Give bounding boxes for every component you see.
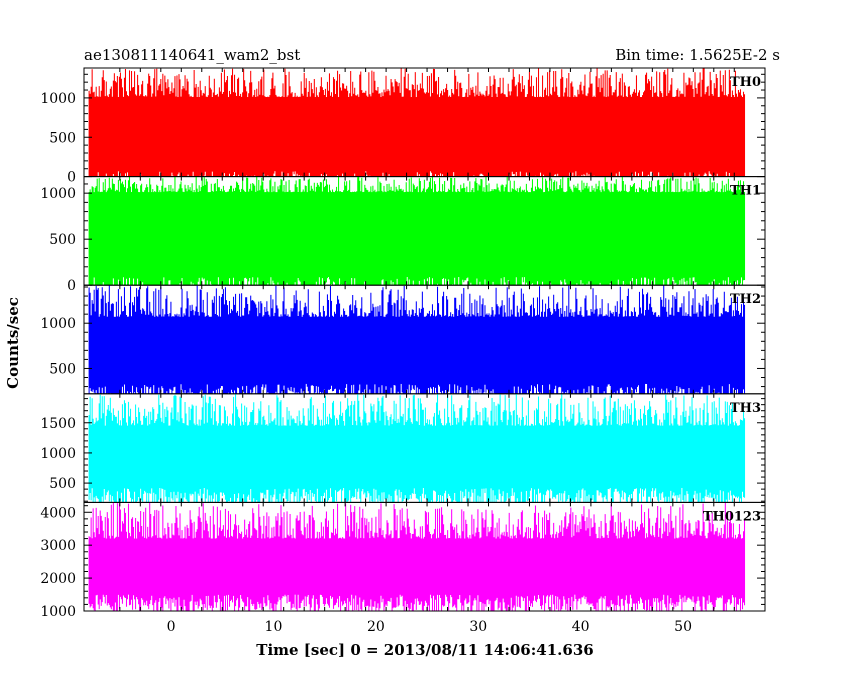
y-tick-label: 500 [49,361,76,377]
panel-th0: 0 500 1000 TH0 [40,67,766,186]
x-tick-label: 40 [572,619,590,635]
bin-time-label: Bin time: 1.5625E-2 s [615,46,780,64]
y-tick-label: 0 [67,278,76,294]
x-axis-label: Time [sec] 0 = 2013/08/11 14:06:41.636 [256,641,593,659]
x-tick-label: 0 [167,619,176,635]
x-tick-label: 20 [367,619,385,635]
x-tick-label: 10 [265,619,283,635]
series-label-th2: TH2 [730,292,761,307]
y-tick-label: 500 [49,476,76,492]
panel-th0123: 1000 2000 3000 4000 TH0123 [40,501,766,620]
trace-th3 [88,393,746,503]
series-label-th0123: TH0123 [703,509,761,524]
panel-frame [83,501,766,612]
y-tick-label: 1000 [40,91,76,107]
y-tick-label: 3000 [40,538,76,554]
y-tick-label: 1000 [40,186,76,202]
trace-th1 [88,176,746,286]
x-tick-labels: 0 10 20 30 40 50 [167,619,692,635]
x-tick-label: 50 [674,619,692,635]
y-tick-label: 4000 [40,505,76,521]
series-label-th1: TH1 [730,184,761,199]
y-tick-label: 500 [49,232,76,248]
y-tick-label: 500 [49,130,76,146]
y-tick-label: 1500 [40,416,76,432]
y-tick-label: 2000 [40,571,76,587]
panel-th1: 0 500 1000 TH1 [40,176,766,294]
series-label-th3: TH3 [730,401,761,416]
x-tick-label: 30 [469,619,487,635]
trace-th0 [88,68,746,177]
y-tick-label: 0 [67,170,76,186]
chart-title: ae130811140641_wam2_bst [84,46,300,64]
trace-th0123 [88,502,746,611]
y-tick-label: 1000 [40,604,76,620]
y-tick-label: 1000 [40,316,76,332]
y-tick-label: 1000 [40,446,76,462]
series-label-th0: TH0 [730,75,761,90]
y-axis-label: Counts/sec [4,297,22,389]
panel-th2: 500 1000 TH2 [40,284,766,395]
panel-th3: 500 1000 1500 TH3 [40,393,766,503]
trace-th2 [88,285,746,394]
